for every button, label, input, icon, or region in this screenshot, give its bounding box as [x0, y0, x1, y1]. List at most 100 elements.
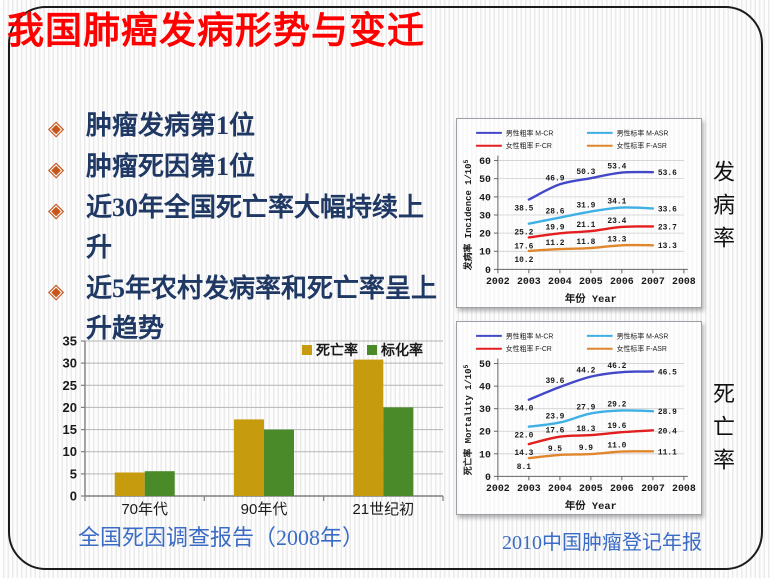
svg-text:40: 40 — [479, 192, 491, 203]
svg-text:男性粗率 M-CR: 男性粗率 M-CR — [506, 128, 554, 137]
svg-text:2006: 2006 — [610, 276, 634, 287]
svg-text:5: 5 — [70, 466, 77, 481]
svg-text:2006: 2006 — [610, 483, 634, 494]
svg-text:53.4: 53.4 — [607, 163, 626, 172]
svg-text:30: 30 — [479, 210, 491, 221]
svg-text:2003: 2003 — [517, 483, 541, 494]
svg-text:14.3: 14.3 — [514, 449, 533, 458]
incidence-chart-box: 0 10 20 30 40 50 60 2002 2003 2004 2005 2006 2007 200… — [456, 118, 702, 308]
svg-text:8.1: 8.1 — [517, 463, 531, 472]
bullet-item: ◈ 近5年农村发病率和死亡率呈上升趋势 — [48, 269, 440, 349]
svg-text:女性标率 F-ASR: 女性标率 F-ASR — [617, 344, 667, 353]
svg-text:10.2: 10.2 — [514, 256, 533, 265]
svg-text:23.9: 23.9 — [545, 412, 564, 421]
mortality-line-chart: 0 10 20 30 40 50 2002 2003 2004 2005 2006 2007 2008 死… — [462, 331, 696, 513]
svg-text:19.6: 19.6 — [607, 422, 626, 431]
bullet-text: 肿瘤发病第1位 — [86, 111, 256, 140]
svg-text:11.8: 11.8 — [576, 238, 595, 247]
svg-text:46.5: 46.5 — [658, 368, 677, 377]
diamond-bullet-icon: ◈ — [48, 279, 65, 303]
svg-text:39.6: 39.6 — [545, 377, 564, 386]
mortality-side-label: 死亡率 — [710, 382, 735, 481]
line-series: 38.5 46.9 50.3 53.4 53.6 17.6 19.9 21.1 23.4 23.7… — [514, 163, 677, 265]
line-legend: 男性粗率 M-CR 女性粗率 F-CR 男性标率 M-ASR 女性标率 F-ASR — [476, 128, 668, 150]
svg-text:年份 Year: 年份 Year — [565, 499, 617, 513]
svg-text:50: 50 — [479, 174, 491, 185]
svg-text:21.1: 21.1 — [576, 221, 595, 230]
svg-text:21世纪初: 21世纪初 — [352, 501, 414, 518]
svg-text:28.6: 28.6 — [545, 208, 564, 217]
svg-text:10: 10 — [63, 444, 77, 459]
svg-text:女性粗率 F-CR: 女性粗率 F-CR — [506, 141, 552, 150]
slide-title: 我国肺癌发病形势与变迁 — [7, 10, 425, 51]
svg-text:34.1: 34.1 — [607, 198, 626, 207]
svg-text:死亡率 Mortality 1/105: 死亡率 Mortality 1/105 — [462, 365, 474, 477]
svg-text:女性粗率 F-CR: 女性粗率 F-CR — [506, 344, 552, 353]
bar-series: 70年代 90年代 21世纪初 — [114, 359, 414, 518]
svg-text:2005: 2005 — [579, 483, 603, 494]
svg-text:27.9: 27.9 — [576, 403, 595, 412]
bullet-list: ◈ 肿瘤发病第1位 ◈ 肿瘤死因第1位 ◈ 近30年全国死亡率大幅持续上升 ◈ … — [48, 106, 440, 350]
svg-text:28.9: 28.9 — [658, 408, 677, 417]
svg-text:20: 20 — [479, 229, 491, 240]
svg-text:30: 30 — [63, 356, 77, 371]
bullet-text: 肿瘤死因第1位 — [86, 152, 256, 181]
svg-text:90年代: 90年代 — [241, 501, 288, 518]
svg-text:0: 0 — [70, 489, 77, 504]
svg-text:23.7: 23.7 — [658, 223, 677, 232]
svg-text:2005: 2005 — [579, 276, 603, 287]
svg-text:男性标率 M-ASR: 男性标率 M-ASR — [617, 331, 669, 340]
line-legend: 男性粗率 M-CR 女性粗率 F-CR 男性标率 M-ASR 女性标率 F-ASR — [476, 331, 668, 353]
svg-text:50.3: 50.3 — [576, 168, 595, 177]
svg-text:0: 0 — [485, 265, 491, 276]
svg-text:23.4: 23.4 — [607, 217, 626, 226]
diamond-bullet-icon: ◈ — [48, 198, 65, 222]
decade-mortality-bar-chart: 0 5 10 15 20 25 30 35 70年代 90年代 21世纪初 死亡率 标化率 — [63, 334, 444, 518]
bullet-item: ◈ 肿瘤发病第1位 — [48, 106, 440, 146]
svg-text:53.6: 53.6 — [658, 169, 677, 178]
svg-text:35: 35 — [63, 334, 77, 349]
svg-text:年份 Year: 年份 Year — [565, 292, 617, 306]
line-axes: 0 10 20 30 40 50 2002 2003 2004 2005 2006 2007 2008 死… — [462, 358, 696, 513]
bullet-item: ◈ 近30年全国死亡率大幅持续上升 — [48, 188, 440, 268]
svg-text:44.2: 44.2 — [576, 367, 595, 376]
svg-text:2007: 2007 — [641, 483, 665, 494]
svg-text:25: 25 — [63, 378, 77, 393]
svg-text:50: 50 — [479, 359, 491, 370]
incidence-line-chart: 0 10 20 30 40 50 60 2002 2003 2004 2005 2006 2007 200… — [462, 128, 696, 306]
svg-text:17.6: 17.6 — [514, 242, 533, 251]
svg-text:19.9: 19.9 — [545, 223, 564, 232]
svg-text:18.3: 18.3 — [576, 425, 595, 434]
svg-text:29.2: 29.2 — [607, 401, 626, 410]
svg-text:2008: 2008 — [672, 483, 696, 494]
svg-text:0: 0 — [485, 472, 491, 483]
svg-text:30: 30 — [479, 404, 491, 415]
diamond-bullet-icon: ◈ — [48, 157, 65, 181]
svg-text:2008: 2008 — [672, 276, 696, 287]
svg-text:男性标率 M-ASR: 男性标率 M-ASR — [617, 128, 669, 137]
svg-text:男性粗率 M-CR: 男性粗率 M-CR — [506, 331, 554, 340]
svg-text:2004: 2004 — [548, 276, 572, 287]
svg-text:2004: 2004 — [548, 483, 572, 494]
svg-text:17.6: 17.6 — [545, 427, 564, 436]
bullet-item: ◈ 肿瘤死因第1位 — [48, 147, 440, 187]
bullet-text: 近30年全国死亡率大幅持续上升 — [86, 193, 425, 262]
svg-text:标化率: 标化率 — [380, 342, 423, 358]
svg-text:20: 20 — [479, 427, 491, 438]
svg-text:9.5: 9.5 — [548, 445, 562, 454]
svg-text:9.9: 9.9 — [579, 444, 593, 453]
svg-text:2003: 2003 — [517, 276, 541, 287]
bar-legend: 死亡率 标化率 — [302, 342, 423, 358]
diamond-bullet-icon: ◈ — [48, 116, 65, 140]
svg-text:10: 10 — [479, 247, 491, 258]
svg-text:11.1: 11.1 — [658, 448, 677, 457]
svg-text:2002: 2002 — [486, 483, 510, 494]
bullet-text: 近5年农村发病率和死亡率呈上升趋势 — [86, 274, 438, 343]
svg-text:22.0: 22.0 — [514, 432, 533, 441]
svg-text:60: 60 — [479, 156, 491, 167]
svg-text:46.2: 46.2 — [607, 362, 626, 371]
svg-text:34.0: 34.0 — [514, 405, 533, 414]
left-source-caption: 全国死因调查报告（2008年） — [78, 525, 365, 550]
svg-text:发病率 Incidence 1/105: 发病率 Incidence 1/105 — [462, 160, 474, 272]
